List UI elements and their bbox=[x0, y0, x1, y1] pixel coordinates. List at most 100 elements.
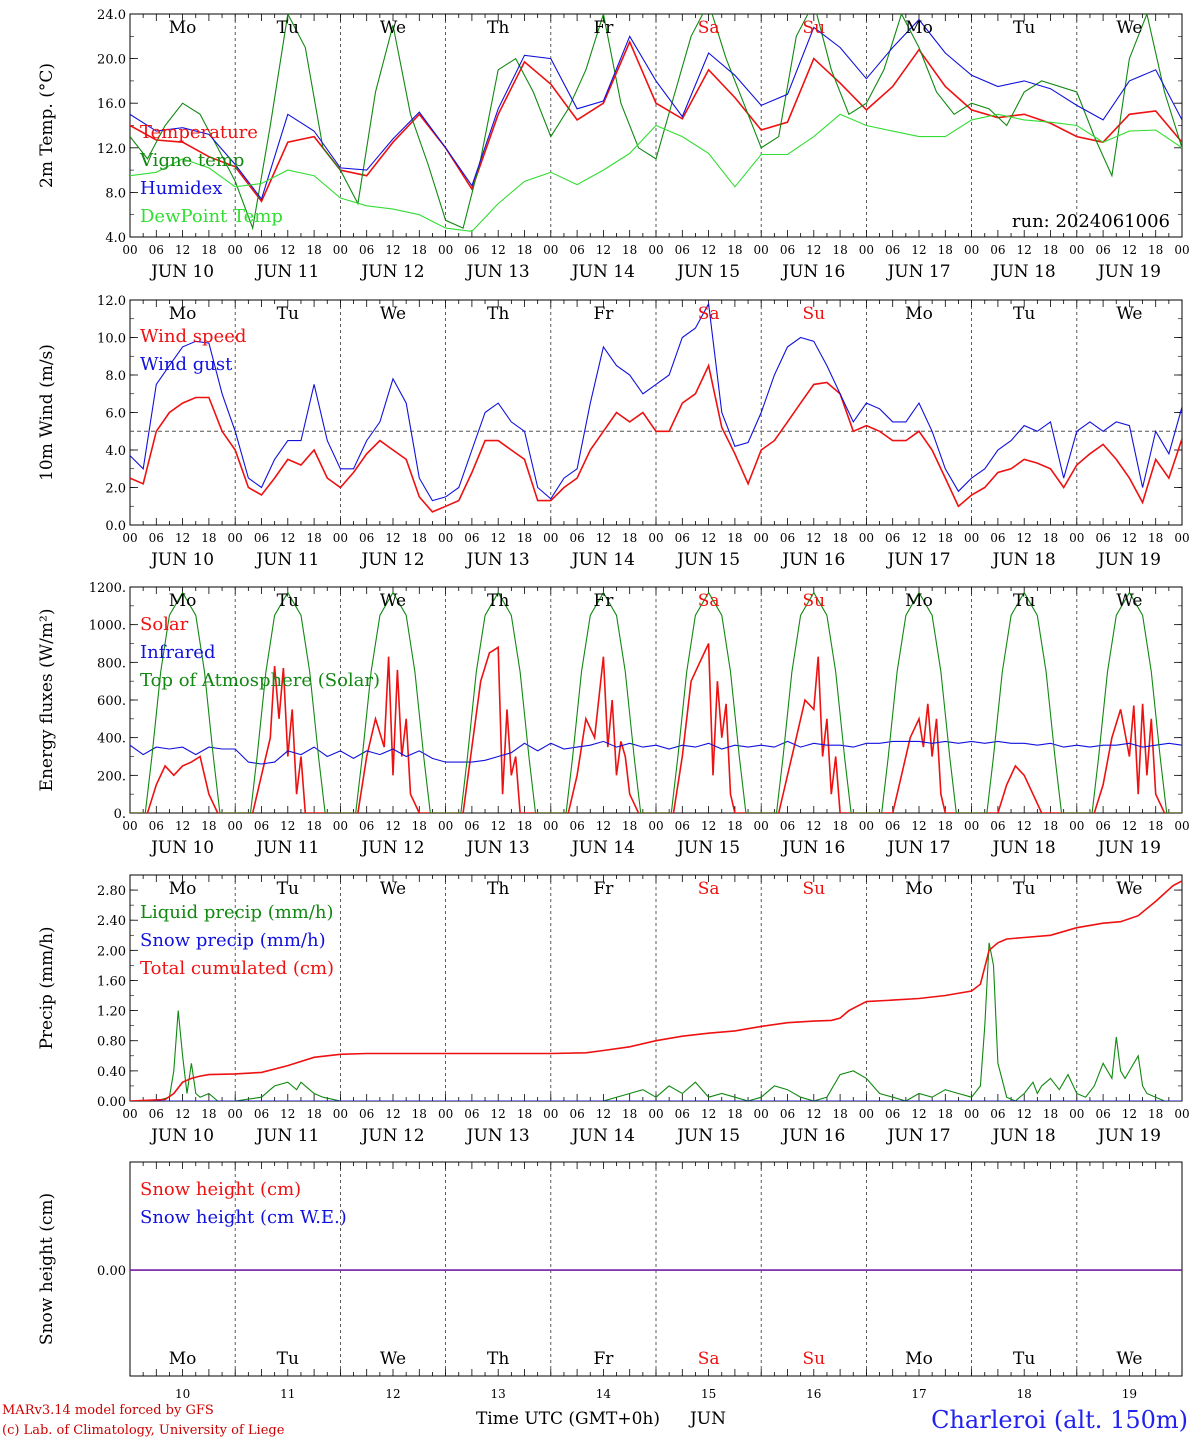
hour-tick-label: 06 bbox=[569, 243, 584, 257]
hour-tick-label: 18 bbox=[727, 243, 742, 257]
hour-tick-label: 00 bbox=[648, 819, 663, 833]
day-name-label: Mo bbox=[905, 304, 933, 324]
y-axis-title: Precip (mm/h) bbox=[37, 926, 57, 1049]
hour-tick-label: 06 bbox=[885, 819, 900, 833]
day-number-label: 13 bbox=[491, 1387, 506, 1401]
hour-tick-label: 12 bbox=[1017, 531, 1032, 545]
series-line-2 bbox=[130, 740, 1182, 765]
hour-tick-label: 06 bbox=[780, 243, 795, 257]
day-name-label: Th bbox=[487, 879, 509, 899]
hour-tick-label: 06 bbox=[990, 819, 1005, 833]
day-name-label: Fr bbox=[593, 879, 614, 899]
legend-entry: Wind speed bbox=[140, 326, 246, 347]
hour-tick-label: 12 bbox=[280, 819, 295, 833]
day-name-label: Sa bbox=[698, 591, 720, 611]
y-tick-label: 2.80 bbox=[97, 884, 126, 899]
hour-tick-label: 12 bbox=[491, 1107, 506, 1121]
hour-tick-label: 06 bbox=[569, 531, 584, 545]
hour-tick-label: 12 bbox=[701, 531, 716, 545]
date-label: JUN 19 bbox=[1096, 262, 1161, 282]
hour-tick-label: 18 bbox=[517, 243, 532, 257]
y-tick-label: 0. bbox=[114, 807, 126, 822]
hour-tick-label: 12 bbox=[491, 819, 506, 833]
hour-tick-label: 00 bbox=[648, 243, 663, 257]
hour-tick-label: 00 bbox=[333, 531, 348, 545]
hour-tick-label: 06 bbox=[990, 243, 1005, 257]
hour-tick-label: 06 bbox=[149, 1107, 164, 1121]
y-tick-label: 600. bbox=[97, 694, 126, 709]
hour-tick-label: 06 bbox=[780, 1107, 795, 1121]
hour-tick-label: 12 bbox=[175, 819, 190, 833]
hour-tick-label: 18 bbox=[306, 1107, 321, 1121]
y-tick-label: 16.0 bbox=[97, 97, 126, 112]
day-name-label: Tu bbox=[277, 879, 299, 899]
y-tick-label: 800. bbox=[97, 656, 126, 671]
day-name-label: Mo bbox=[905, 18, 933, 38]
hour-tick-label: 12 bbox=[491, 243, 506, 257]
hour-tick-label: 00 bbox=[1069, 1107, 1084, 1121]
hour-tick-label: 06 bbox=[254, 1107, 269, 1121]
hour-tick-label: 12 bbox=[1017, 819, 1032, 833]
hour-tick-label: 06 bbox=[149, 531, 164, 545]
hour-tick-label: 18 bbox=[938, 1107, 953, 1121]
date-label: JUN 19 bbox=[1096, 1126, 1161, 1146]
hour-tick-label: 18 bbox=[517, 819, 532, 833]
hour-tick-label: 18 bbox=[201, 1107, 216, 1121]
y-tick-label: 0.40 bbox=[97, 1065, 126, 1080]
hour-tick-label: 00 bbox=[543, 243, 558, 257]
y-axis-title: Energy fluxes (W/m²) bbox=[37, 609, 57, 792]
legend-entry: Liquid precip (mm/h) bbox=[140, 902, 334, 923]
panel-2: 0.0 2.0 4.0 6.0 8.0 10.0 12.0 10m Wind (m/s) Win… bbox=[37, 294, 1190, 570]
day-name-label: Mo bbox=[169, 879, 197, 899]
y-axis-title: 2m Temp. (°C) bbox=[37, 63, 57, 188]
hour-tick-label: 00 bbox=[543, 1107, 558, 1121]
date-label: JUN 15 bbox=[675, 838, 740, 858]
day-name-label: We bbox=[380, 591, 406, 611]
day-name-label: Th bbox=[487, 591, 509, 611]
hour-tick-label: 00 bbox=[438, 243, 453, 257]
date-label: JUN 18 bbox=[991, 1126, 1056, 1146]
hour-tick-label: 12 bbox=[701, 243, 716, 257]
hour-tick-label: 12 bbox=[701, 1107, 716, 1121]
hour-tick-label: 12 bbox=[175, 1107, 190, 1121]
hour-tick-label: 00 bbox=[859, 531, 874, 545]
date-label: JUN 10 bbox=[149, 838, 214, 858]
hour-tick-label: 18 bbox=[832, 243, 847, 257]
hour-tick-label: 00 bbox=[333, 819, 348, 833]
date-label: JUN 14 bbox=[570, 550, 635, 570]
day-name-label: Tu bbox=[1013, 1349, 1035, 1369]
y-tick-label: 1200. bbox=[89, 581, 126, 596]
day-name-label: We bbox=[380, 1349, 406, 1369]
y-tick-label: 12.0 bbox=[97, 294, 126, 309]
date-label: JUN 18 bbox=[991, 550, 1056, 570]
date-label: JUN 14 bbox=[570, 838, 635, 858]
hour-tick-label: 18 bbox=[1148, 819, 1163, 833]
hour-tick-label: 18 bbox=[412, 1107, 427, 1121]
hour-tick-label: 12 bbox=[701, 819, 716, 833]
hour-tick-label: 06 bbox=[359, 531, 374, 545]
date-label: JUN 13 bbox=[465, 550, 530, 570]
hour-tick-label: 06 bbox=[464, 531, 479, 545]
hour-tick-label: 12 bbox=[175, 243, 190, 257]
hour-tick-label: 12 bbox=[175, 531, 190, 545]
day-name-label: Tu bbox=[277, 304, 299, 324]
hour-tick-label: 06 bbox=[1095, 819, 1110, 833]
y-tick-label: 1.60 bbox=[97, 974, 126, 989]
hour-tick-label: 00 bbox=[1174, 819, 1189, 833]
hour-tick-label: 00 bbox=[228, 531, 243, 545]
y-tick-label: 4.0 bbox=[105, 444, 126, 459]
hour-tick-label: 12 bbox=[280, 243, 295, 257]
hour-tick-label: 06 bbox=[359, 819, 374, 833]
hour-tick-label: 06 bbox=[254, 819, 269, 833]
day-number-label: 10 bbox=[175, 1387, 190, 1401]
y-tick-label: 12.0 bbox=[97, 142, 126, 157]
day-name-label: Fr bbox=[593, 591, 614, 611]
panel-3: 0. 200. 400. 600. 800. 1000. 1200. Energy fluxe… bbox=[37, 581, 1190, 858]
hour-tick-label: 06 bbox=[675, 531, 690, 545]
day-name-label: Tu bbox=[277, 591, 299, 611]
panel-1: 4.0 8.0 12.0 16.0 20.0 24.0 2m Temp. (°C) Tempe… bbox=[37, 8, 1190, 282]
day-name-label: We bbox=[380, 879, 406, 899]
day-name-label: Mo bbox=[905, 879, 933, 899]
legend-entry: Solar bbox=[140, 614, 189, 635]
